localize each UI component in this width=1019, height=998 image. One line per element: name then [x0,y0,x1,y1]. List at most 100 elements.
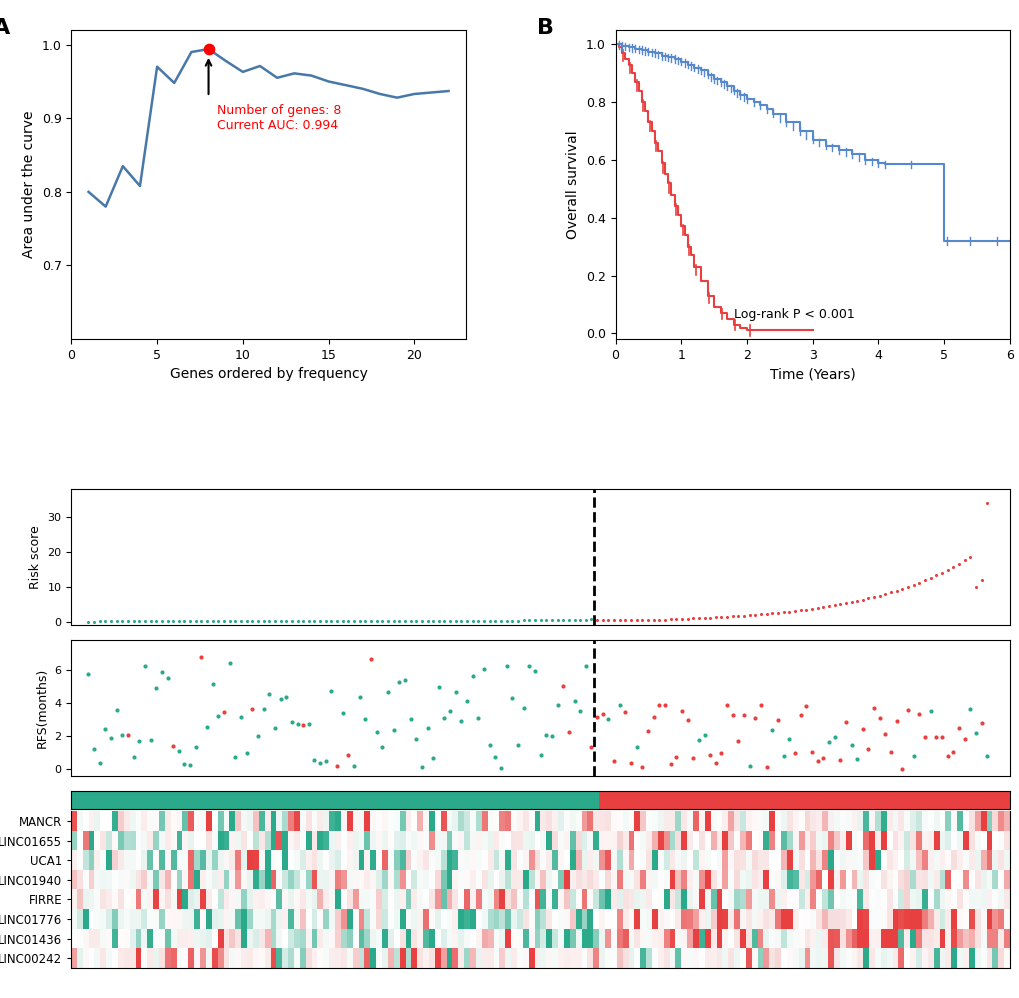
Point [611,697,628,713]
Point [255,701,271,717]
Point [769,605,786,621]
Point [905,748,921,763]
Point [938,562,955,578]
Point [408,732,424,748]
Point [848,593,864,609]
Point [221,614,237,630]
Point [278,689,294,705]
Point [832,751,848,767]
X-axis label: Time (Years): Time (Years) [769,367,855,381]
Point [667,611,684,627]
Point [419,613,435,629]
Point [865,589,881,605]
Point [843,594,859,610]
Point [932,729,949,745]
Point [905,577,921,593]
Point [623,754,639,770]
Point [888,713,904,729]
Point [301,614,317,630]
Point [854,722,870,738]
Point [181,757,198,773]
Point [888,583,904,599]
Point [137,658,153,674]
X-axis label: Genes ordered by frequency: Genes ordered by frequency [169,367,367,381]
Point [352,613,368,629]
Point [972,715,988,731]
Point [758,606,774,622]
Point [193,649,209,665]
Point [538,613,554,629]
Point [661,756,678,772]
Point [701,748,717,763]
Point [170,743,186,758]
Point [176,756,193,772]
Point [723,707,740,723]
Point [154,664,170,680]
Point [232,614,249,630]
Point [510,613,526,629]
Point [216,704,232,720]
Point [205,614,221,630]
Point [978,748,995,763]
Point [125,614,142,630]
Point [803,745,819,760]
Point [876,586,893,602]
Point [498,658,515,674]
Point [363,613,379,629]
Point [510,737,526,752]
Point [312,614,328,630]
Point [103,731,119,747]
Point [583,739,599,754]
Point [820,735,837,750]
Point [396,613,413,629]
Point [425,750,441,766]
Point [674,703,690,719]
Point [447,613,464,629]
Point [97,614,113,630]
Point [165,614,181,630]
Point [871,711,888,727]
Point [199,720,215,736]
Point [656,612,673,628]
Point [143,614,159,630]
Point [661,612,678,628]
Point [747,711,763,727]
Point [187,614,204,630]
Point [86,742,102,757]
Point [289,716,306,732]
Point [696,610,712,626]
Point [786,603,802,619]
Point [945,745,961,760]
Point [97,721,113,737]
Y-axis label: Risk score: Risk score [29,525,42,589]
Point [114,727,130,743]
Point [832,596,848,612]
Point [108,614,124,630]
Point [967,725,983,741]
Point [441,703,458,719]
Point [481,613,497,629]
Point [452,613,469,629]
Point [306,614,322,630]
Point [250,614,266,630]
Point [503,613,520,629]
Point [414,613,430,629]
Point [809,752,825,768]
Point [436,710,452,726]
Point [430,680,446,696]
Point [272,692,288,708]
Point [515,700,531,716]
Point [685,750,701,766]
Y-axis label: Area under the curve: Area under the curve [22,111,36,258]
Point [899,702,915,718]
Point [521,613,537,629]
Point [125,748,142,764]
Point [187,739,204,754]
Point [181,614,198,630]
Point [374,613,390,629]
Point [476,613,492,629]
Point [961,702,977,718]
Point [781,604,797,620]
Point [532,748,548,763]
Point [543,612,559,628]
